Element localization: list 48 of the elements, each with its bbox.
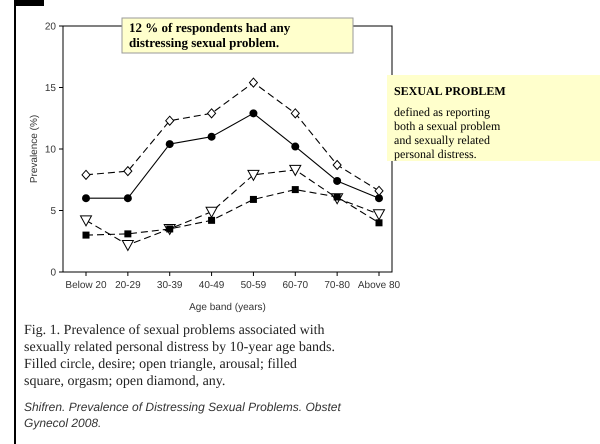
point — [82, 170, 90, 180]
point — [82, 232, 90, 239]
caption: Fig. 1. Prevalence of sexual problems associated with sexually related personal distress by 10-year age bands. Filled circle, desire; open triangle, arousal; filled square, orgasm; open diamond, any. — [24, 323, 336, 389]
y-tick-label: 0 — [50, 268, 56, 278]
x-axis-title: Age band (years) — [189, 302, 266, 313]
x-tick-label: 70-80 — [324, 280, 350, 291]
point — [80, 215, 92, 226]
x-tick-label: 30-39 — [156, 280, 183, 291]
x-tick-label: 20-29 — [115, 280, 142, 291]
point — [248, 78, 258, 88]
annotation: 12 % of respondents had any distressing sexual problem. — [129, 20, 291, 50]
text: Shifren. Prevalence of Distressing Sexual Problems. Obstet Gynecol 2008. — [24, 400, 342, 430]
point — [291, 142, 300, 151]
y-axis-title: Prevalence (%) — [29, 114, 40, 184]
point — [333, 176, 342, 185]
x-tick-label: 40-49 — [198, 280, 225, 291]
point — [374, 186, 384, 196]
point — [332, 160, 342, 170]
text: SEXUAL PROBLEM — [394, 84, 506, 98]
y-tick-label: 20 — [44, 22, 56, 32]
point — [289, 164, 302, 176]
y-tick-label: 15 — [44, 83, 56, 94]
point — [292, 186, 299, 194]
y-tick-label: 10 — [44, 144, 56, 156]
point — [207, 108, 216, 118]
point — [373, 209, 385, 220]
point — [250, 196, 257, 203]
x-tick-label: Below 20 — [65, 280, 108, 291]
x-tick-label: 50-59 — [240, 280, 267, 291]
point — [376, 219, 382, 226]
point — [124, 194, 132, 202]
point — [122, 240, 134, 251]
point — [123, 166, 132, 176]
x-tick-label: 60-70 — [282, 280, 309, 291]
point — [166, 140, 174, 148]
point — [206, 206, 218, 218]
x-tick-label: Above 80 — [358, 280, 401, 291]
point — [208, 132, 216, 141]
y-tick-label: 5 — [50, 206, 56, 217]
point — [290, 108, 300, 118]
point — [124, 230, 132, 238]
point — [375, 194, 383, 202]
point — [165, 116, 174, 126]
point — [249, 109, 258, 118]
point — [82, 194, 90, 202]
point — [208, 216, 216, 224]
point — [247, 170, 260, 181]
text: defined as reporting both a sexual problem and sexually related personal distress. — [394, 105, 501, 161]
